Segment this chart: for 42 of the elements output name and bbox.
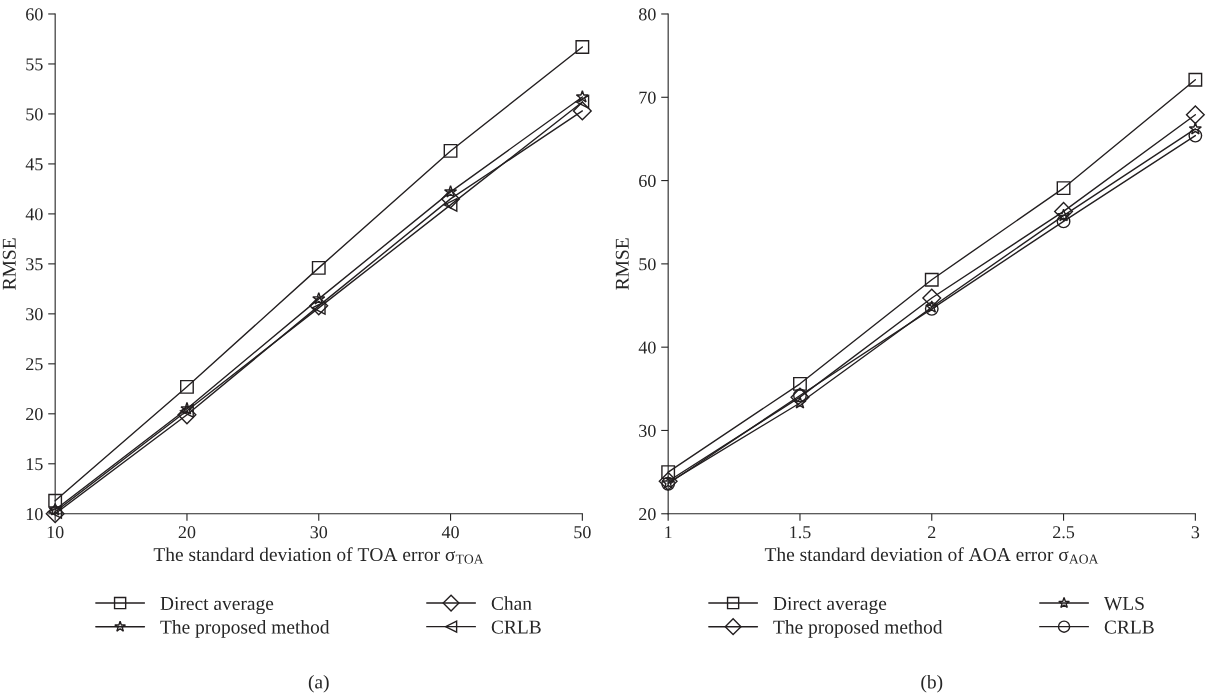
y-tick-label: 20: [639, 508, 656, 521]
y-tick-label: 60: [639, 174, 656, 188]
legend-label: Direct average: [773, 596, 887, 615]
text: (b): [921, 674, 943, 693]
y-tick-label: 35: [26, 258, 43, 271]
y-tick-label: 25: [26, 358, 43, 371]
y-tick-label: 80: [639, 8, 656, 21]
legend-label: CRLB: [491, 620, 541, 634]
x-tick-label: 50: [574, 526, 591, 539]
legend-label: The proposed method: [160, 620, 330, 638]
text: (a): [308, 674, 329, 693]
y-tick-label: 30: [26, 308, 43, 321]
y-tick-label: 45: [25, 158, 43, 171]
y-axis-title: RMSE: [615, 238, 629, 290]
x-axis-title: The standard deviation of AOA error σ$_{AOA}$: [764, 547, 1099, 564]
legend-label: Chan: [491, 596, 532, 611]
x-axis-title: The standard deviation of TOA error σ$_{TOA}$: [153, 547, 484, 564]
y-tick-label: 50: [26, 108, 43, 121]
y-tick-label: 60: [26, 8, 43, 21]
x-tick-label: 1.5: [790, 526, 811, 539]
y-tick-label: 30: [639, 424, 656, 437]
legend-label: The proposed method: [773, 620, 943, 638]
y-tick-label: 10: [26, 508, 43, 521]
y-tick-label: 55: [26, 58, 43, 71]
y-tick-label: 40: [25, 208, 43, 221]
y-tick-label: 50: [639, 258, 656, 271]
y-axis-title: RMSE: [2, 238, 16, 290]
y-tick-label: 20: [26, 408, 43, 421]
legend-label: CRLB: [1104, 620, 1154, 634]
y-tick-label: 40: [638, 341, 656, 354]
x-tick-label: 1: [665, 526, 672, 539]
x-tick-label: 3: [1191, 526, 1200, 539]
x-tick-label: 30: [310, 526, 328, 539]
y-tick-label: 70: [639, 91, 656, 104]
x-tick-label: 2.5: [1053, 526, 1075, 539]
y-tick-label: 15: [26, 458, 43, 471]
legend-label: WLS: [1103, 596, 1144, 611]
x-tick-label: 40: [441, 526, 459, 539]
x-tick-label: 10: [47, 526, 64, 539]
legend-label: Direct average: [160, 596, 274, 615]
x-tick-label: 2: [928, 526, 936, 539]
x-tick-label: 20: [178, 526, 196, 539]
